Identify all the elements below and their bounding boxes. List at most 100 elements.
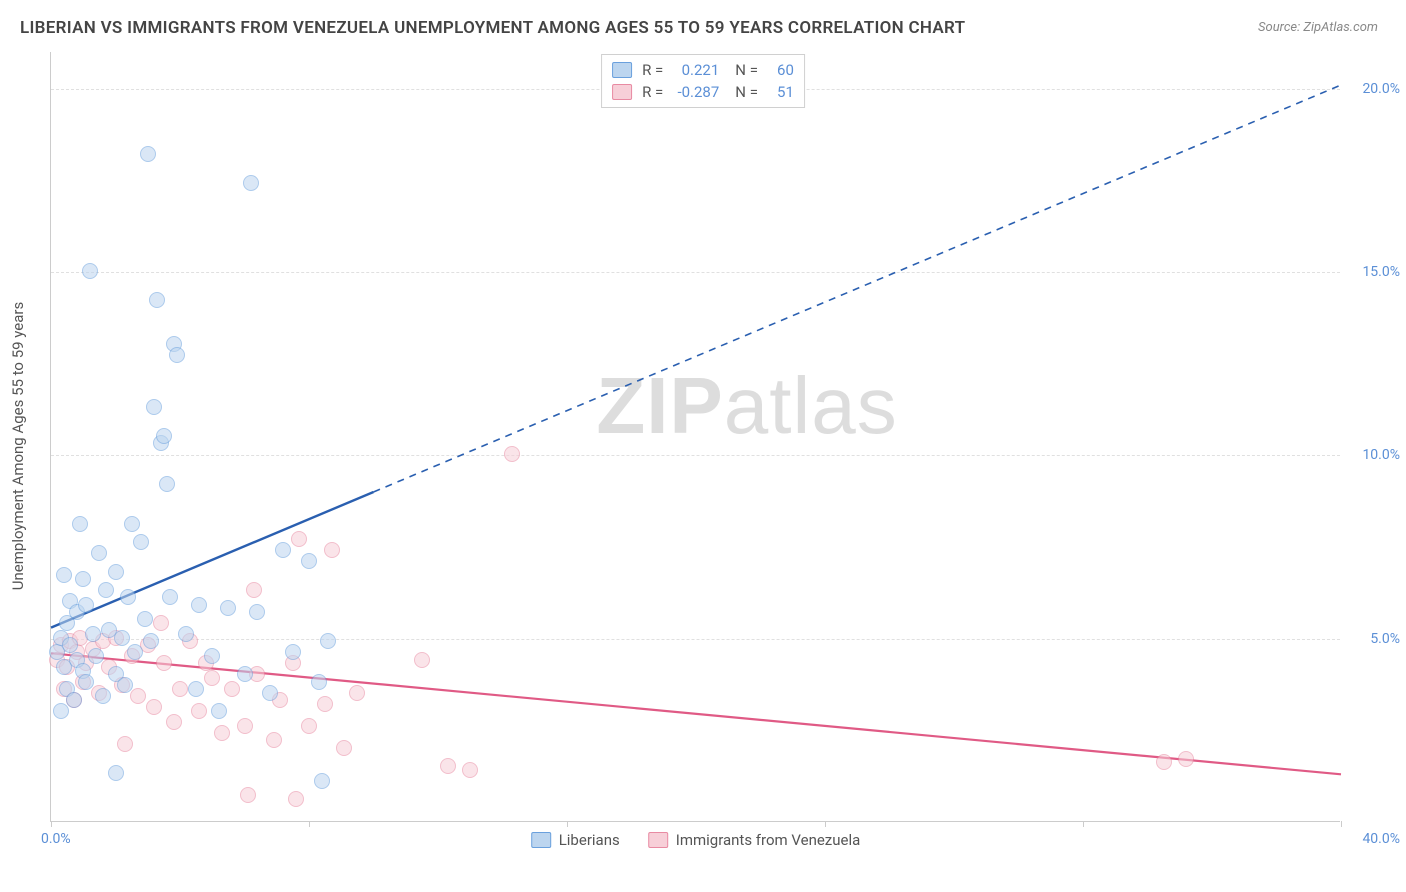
x-tick <box>1341 821 1342 827</box>
n-value: 60 <box>764 59 794 81</box>
scatter-point <box>108 765 124 781</box>
scatter-point <box>85 626 101 642</box>
plot-area: ZIPatlas 0.0% 40.0% LiberiansImmigrants … <box>50 52 1340 822</box>
scatter-point <box>66 692 82 708</box>
scatter-point <box>1178 751 1194 767</box>
y-tick-label: 5.0% <box>1370 631 1400 647</box>
scatter-point <box>285 644 301 660</box>
scatter-point <box>137 611 153 627</box>
scatter-point <box>120 589 136 605</box>
scatter-point <box>98 582 114 598</box>
scatter-point <box>188 681 204 697</box>
scatter-point <box>88 648 104 664</box>
scatter-point <box>133 534 149 550</box>
scatter-point <box>72 516 88 532</box>
y-tick-label: 10.0% <box>1362 447 1400 463</box>
scatter-point <box>246 582 262 598</box>
scatter-point <box>224 681 240 697</box>
legend-label: Liberians <box>559 831 620 849</box>
scatter-point <box>156 428 172 444</box>
scatter-point <box>140 146 156 162</box>
corr-legend-row: R = -0.287 N = 51 <box>612 81 794 103</box>
x-tick <box>309 821 310 827</box>
y-tick-label: 20.0% <box>1362 81 1400 97</box>
x-axis-label-max: 40.0% <box>1362 831 1400 847</box>
legend-item: Immigrants from Venezuela <box>648 831 861 849</box>
scatter-point <box>262 685 278 701</box>
y-axis-label: Unemployment Among Ages 55 to 59 years <box>9 302 27 590</box>
legend-item: Liberians <box>531 831 620 849</box>
scatter-point <box>191 703 207 719</box>
legend-label: Immigrants from Venezuela <box>676 831 861 849</box>
scatter-point <box>159 476 175 492</box>
scatter-point <box>301 553 317 569</box>
scatter-point <box>178 626 194 642</box>
scatter-point <box>191 597 207 613</box>
corr-legend-row: R =0.221N =60 <box>612 59 794 81</box>
scatter-point <box>95 688 111 704</box>
x-axis-label-min: 0.0% <box>41 831 71 847</box>
scatter-point <box>130 688 146 704</box>
scatter-point <box>149 292 165 308</box>
scatter-point <box>56 567 72 583</box>
scatter-point <box>169 347 185 363</box>
scatter-point <box>153 615 169 631</box>
scatter-point <box>462 762 478 778</box>
legend-swatch <box>648 832 668 848</box>
scatter-point <box>127 644 143 660</box>
scatter-point <box>249 604 265 620</box>
x-tick <box>825 821 826 827</box>
scatter-point <box>504 446 520 462</box>
n-value: 51 <box>764 81 794 103</box>
scatter-point <box>414 652 430 668</box>
scatter-point <box>220 600 236 616</box>
scatter-point <box>146 399 162 415</box>
r-value: -0.287 <box>669 81 719 103</box>
scatter-point <box>320 633 336 649</box>
trend-lines-svg <box>51 52 1340 821</box>
scatter-point <box>243 175 259 191</box>
scatter-point <box>1156 754 1172 770</box>
scatter-point <box>301 718 317 734</box>
scatter-point <box>78 674 94 690</box>
scatter-point <box>156 655 172 671</box>
scatter-point <box>291 531 307 547</box>
scatter-point <box>336 740 352 756</box>
x-tick <box>567 821 568 827</box>
scatter-point <box>317 696 333 712</box>
scatter-point <box>237 666 253 682</box>
scatter-point <box>143 633 159 649</box>
scatter-point <box>314 773 330 789</box>
scatter-point <box>53 703 69 719</box>
legend-swatch <box>612 62 632 78</box>
scatter-point <box>214 725 230 741</box>
scatter-point <box>204 670 220 686</box>
scatter-point <box>108 564 124 580</box>
r-label: R = <box>642 59 663 81</box>
r-value: 0.221 <box>669 59 719 81</box>
n-label: N = <box>735 81 758 103</box>
legend-swatch <box>612 84 632 100</box>
r-label: R = <box>642 81 663 103</box>
scatter-point <box>117 736 133 752</box>
scatter-point <box>124 516 140 532</box>
scatter-point <box>288 791 304 807</box>
x-tick <box>1083 821 1084 827</box>
scatter-point <box>78 597 94 613</box>
scatter-point <box>162 589 178 605</box>
scatter-point <box>114 630 130 646</box>
series-legend: Liberians Immigrants from Venezuela <box>531 831 861 849</box>
scatter-point <box>211 703 227 719</box>
scatter-point <box>82 263 98 279</box>
y-tick-label: 15.0% <box>1362 264 1400 280</box>
scatter-point <box>311 674 327 690</box>
correlation-legend: R = 0.221 N = 60R = -0.287 N = 51 <box>601 54 805 108</box>
scatter-point <box>166 714 182 730</box>
scatter-point <box>172 681 188 697</box>
scatter-point <box>146 699 162 715</box>
scatter-point <box>75 571 91 587</box>
chart-title: LIBERIAN VS IMMIGRANTS FROM VENEZUELA UN… <box>20 18 965 38</box>
trend-line-liberians-dashed <box>374 85 1342 492</box>
scatter-point <box>240 787 256 803</box>
scatter-point <box>324 542 340 558</box>
